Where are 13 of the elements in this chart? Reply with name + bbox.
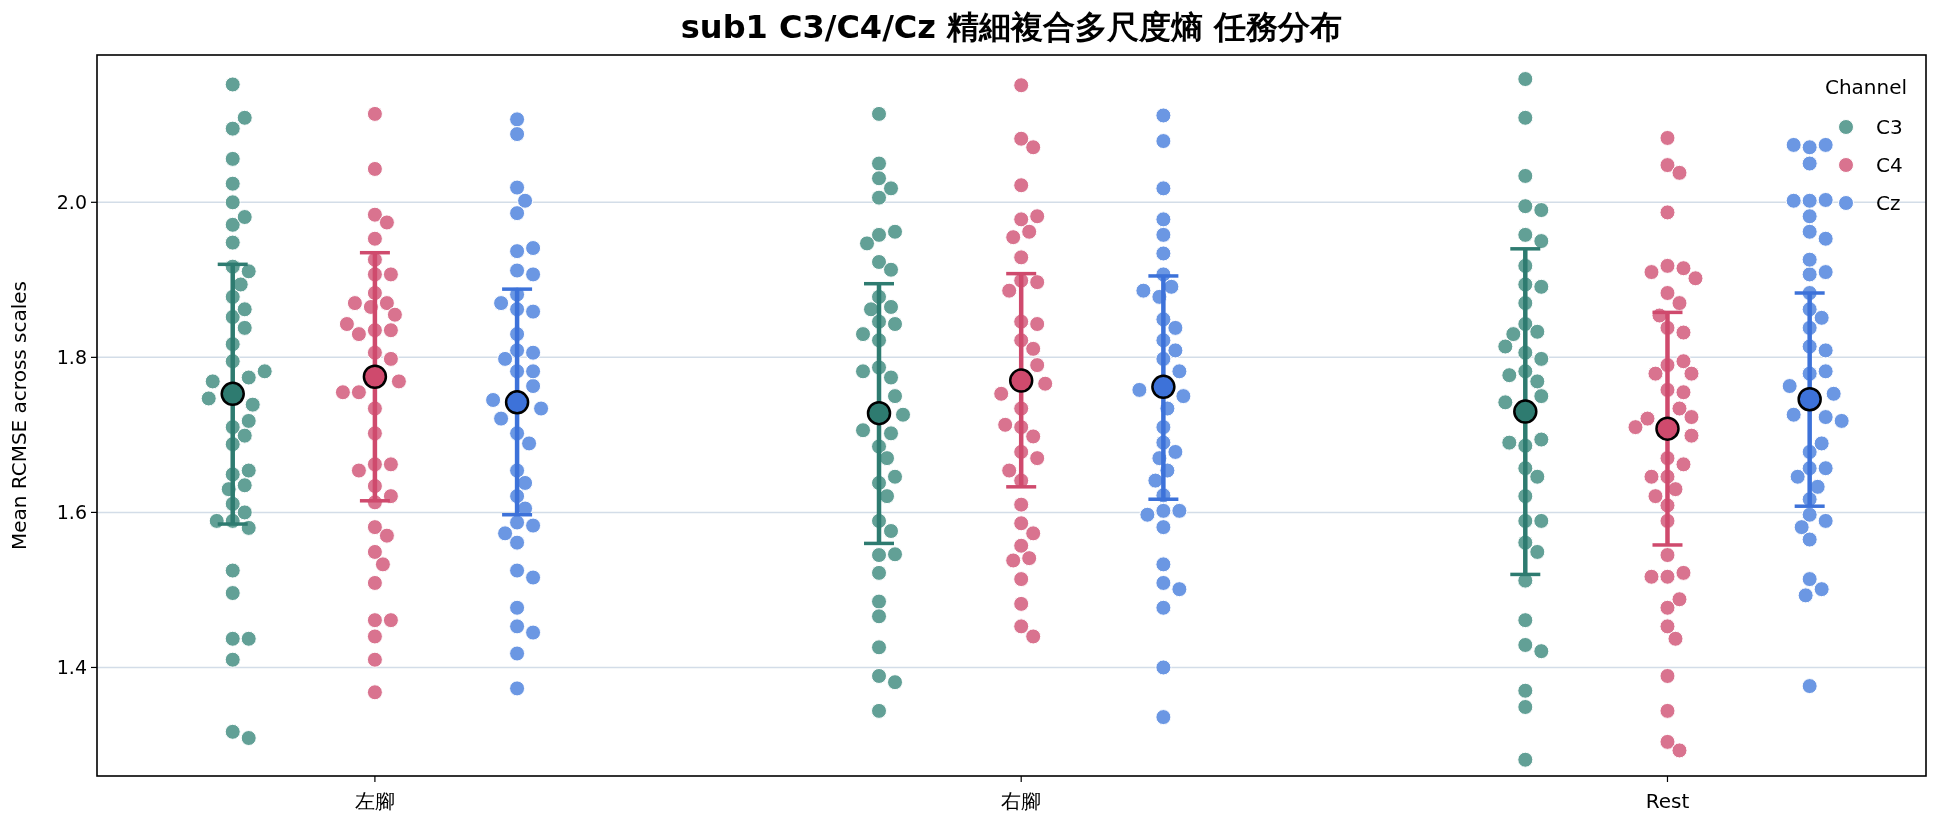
y-tick-label: 2.0 [56,191,87,214]
legend-label: Cz [1876,191,1901,215]
y-tick-label: 1.4 [56,656,87,679]
y-tick-label: 1.8 [56,346,87,369]
legend-label: C4 [1876,153,1903,177]
chart-title: sub1 C3/C4/Cz 精細複合多尺度熵 任務分布 [680,8,1343,46]
y-tick-label: 1.6 [56,501,87,524]
legend-label: C3 [1876,115,1903,139]
y-axis-title: Mean RCMSE across scales [7,280,31,551]
x-tick-label: Rest [1645,789,1690,813]
x-tick-label: 左腳 [354,789,395,813]
x-tick-label: 右腳 [1001,789,1042,813]
legend-title: Channel [1824,75,1908,99]
